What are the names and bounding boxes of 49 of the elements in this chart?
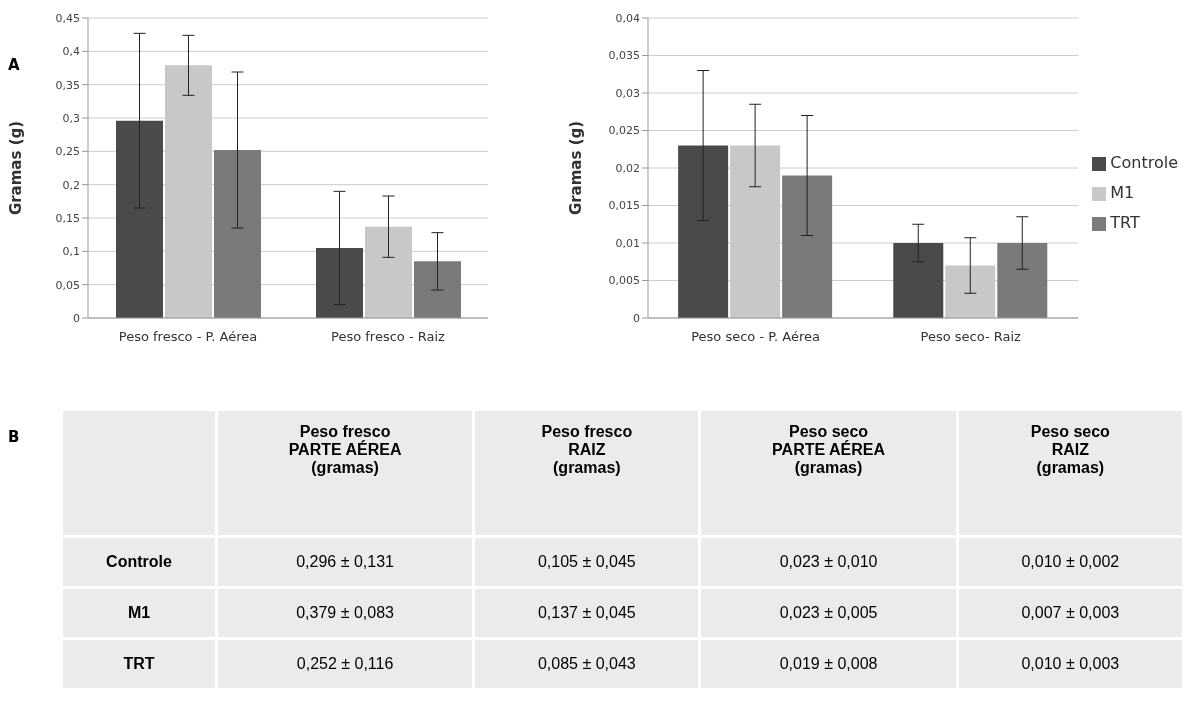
- text: 0,085 ± 0,043: [537, 655, 636, 672]
- x-tick-label: Peso fresco - P. Aérea: [118, 329, 258, 345]
- text: B: [8, 428, 20, 446]
- y-tick-label: 0,1: [62, 245, 80, 259]
- category-label: Peso fresco RAIZ (gramas): [475, 411, 699, 535]
- y-tick-label: 0,04: [615, 11, 640, 25]
- category-label: Peso fresco PARTE AÉREA (gramas): [218, 411, 473, 535]
- y-axis-title: Gramas (g): [7, 120, 26, 216]
- y-axis-title: Gramas (g): [567, 120, 586, 216]
- x-tick-label: Peso seco- Raiz: [920, 329, 1022, 345]
- x-tick-label: Peso fresco - Raiz: [331, 329, 446, 345]
- text: 0,252 ± 0,116: [296, 655, 394, 672]
- text: 0,379 ± 0,083: [296, 604, 394, 621]
- text: 0,023 ± 0,005: [779, 604, 878, 621]
- y-tick-label: 0,45: [55, 11, 80, 25]
- legend-label: Controle: [1110, 153, 1178, 172]
- category-label: M1: [127, 604, 151, 621]
- y-tick-label: 0,01: [615, 236, 640, 250]
- category-label: Controle: [106, 553, 172, 570]
- legend-label: TRT: [1110, 213, 1140, 232]
- text: 0,007 ± 0,003: [1021, 604, 1120, 621]
- text: 0,137 ± 0,045: [537, 604, 636, 621]
- x-tick-label: Peso seco - P. Aérea: [691, 329, 820, 345]
- y-tick-label: 0: [633, 311, 640, 325]
- text: 0,023 ± 0,010: [779, 553, 878, 570]
- y-tick-label: 0,15: [55, 211, 80, 225]
- category-label: Peso seco RAIZ (gramas): [958, 411, 1182, 535]
- text: 0,019 ± 0,008: [779, 655, 878, 672]
- category-label: TRT: [123, 655, 155, 672]
- legend-label: M1: [1110, 183, 1135, 202]
- text: 0,010 ± 0,003: [1021, 655, 1120, 672]
- y-tick-label: 0,015: [608, 199, 640, 213]
- y-tick-label: 0,25: [55, 145, 80, 159]
- text: 0,296 ± 0,131: [296, 553, 394, 570]
- y-tick-label: 0,035: [608, 49, 640, 63]
- y-tick-label: 0,2: [62, 178, 80, 192]
- y-tick-label: 0,03: [615, 86, 640, 100]
- y-tick-label: 0,4: [62, 45, 80, 59]
- y-tick-label: 0,05: [55, 278, 80, 292]
- y-tick-label: 0,005: [608, 274, 640, 288]
- y-tick-label: 0,3: [62, 111, 80, 125]
- y-tick-label: 0,35: [55, 78, 80, 92]
- text: A: [8, 56, 20, 74]
- y-tick-label: 0,025: [608, 124, 640, 138]
- category-label: Peso seco PARTE AÉREA (gramas): [701, 411, 956, 535]
- y-tick-label: 0,02: [615, 161, 640, 175]
- text: 0,010 ± 0,002: [1021, 553, 1120, 570]
- y-tick-label: 0: [73, 311, 80, 325]
- text: 0,105 ± 0,045: [537, 553, 636, 570]
